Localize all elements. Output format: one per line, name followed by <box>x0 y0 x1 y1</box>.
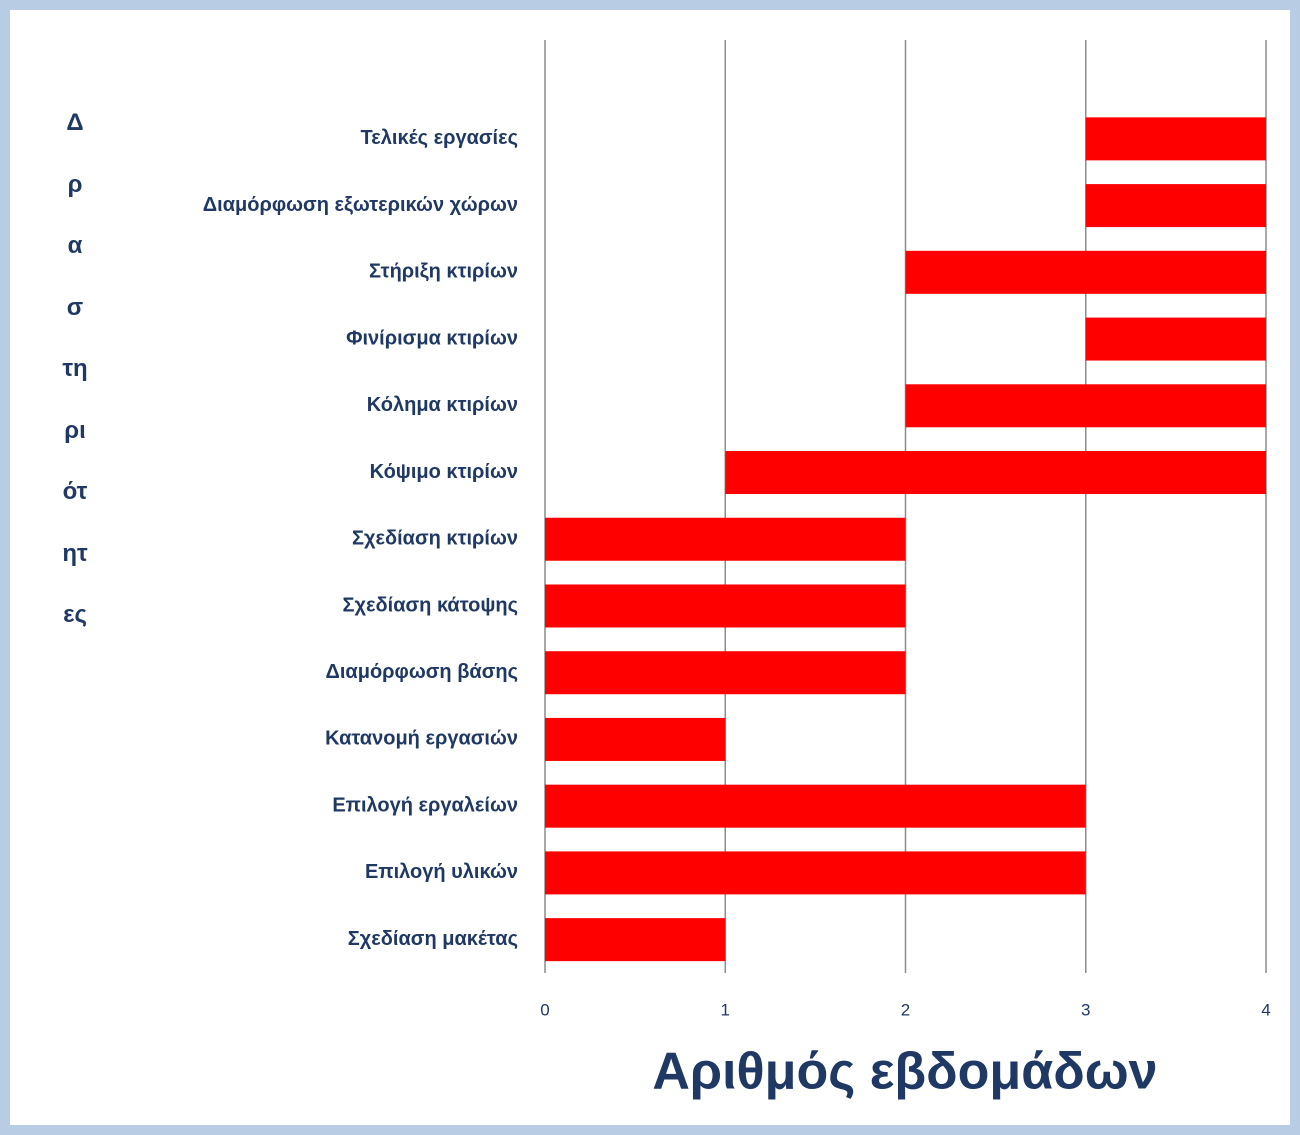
y-tick-label: Διαμόρφωση βάσης <box>325 661 518 683</box>
bar <box>545 784 1086 828</box>
y-tick-label: Επιλογή εργαλείων <box>332 794 518 816</box>
y-tick-label: Φινίρισμα κτιρίων <box>346 327 518 349</box>
bar <box>545 584 906 628</box>
y-tick-label: Κόλημα κτιρίων <box>367 394 518 416</box>
x-tick-label: 4 <box>1261 1000 1270 1019</box>
bar <box>1085 117 1266 161</box>
y-tick-label: Κόψιμο κτιρίων <box>370 461 518 483</box>
y-tick-label: Επιλογή υλικών <box>365 861 518 883</box>
y-tick-label: Σχεδίαση μακέτας <box>348 928 518 950</box>
x-tick-label: 2 <box>901 1000 910 1019</box>
y-tick-label: Διαμόρφωση εξωτερικών χώρων <box>203 194 518 216</box>
y-tick-label: Σχεδίαση κάτοψης <box>343 594 519 616</box>
bar <box>905 250 1266 294</box>
y-tick-label: Τελικές εργασίες <box>361 127 518 149</box>
x-axis-label: Αριθμός εβδομάδων <box>652 1043 1157 1101</box>
y-axis-label: Δραστηριότητες <box>62 109 88 628</box>
x-tick-label: 3 <box>1081 1000 1090 1019</box>
y-tick-label: Κατανομή εργασιών <box>325 728 518 750</box>
bar <box>725 451 1266 495</box>
bar <box>545 918 726 962</box>
bar <box>905 384 1266 428</box>
bar <box>545 651 906 695</box>
x-tick-label: 1 <box>721 1000 730 1019</box>
bar <box>545 851 1086 895</box>
y-tick-label: Στήριξη κτιρίων <box>369 261 518 283</box>
bar <box>545 517 906 561</box>
bar <box>1085 184 1266 228</box>
bar <box>545 717 726 761</box>
x-tick-label: 0 <box>540 1000 549 1019</box>
y-tick-label: Σχεδίαση κτιρίων <box>352 528 518 550</box>
bar <box>1085 317 1266 361</box>
